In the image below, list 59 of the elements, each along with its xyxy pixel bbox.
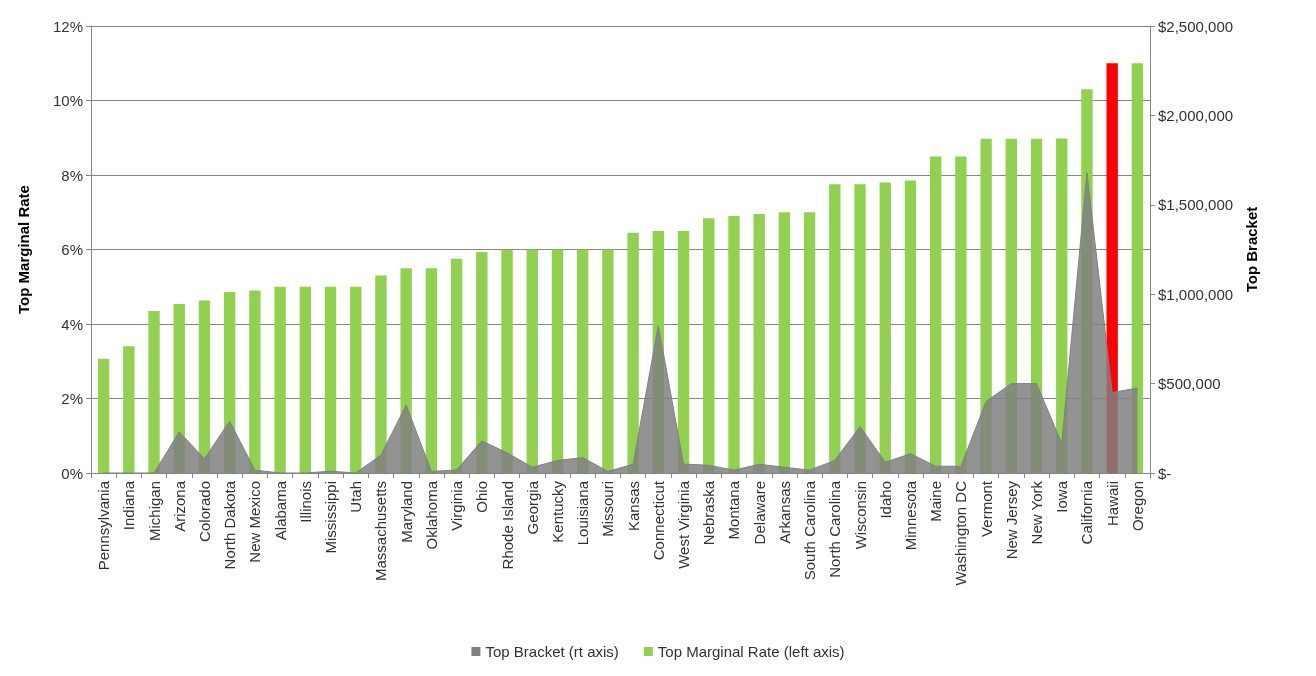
legend-label: Top Marginal Rate (left axis)	[657, 643, 845, 660]
y-axis-title: Top Marginal Rate	[15, 185, 32, 314]
y2-tick-label: $2,000,000	[1158, 106, 1234, 124]
x-tick-label: Iowa	[1053, 480, 1071, 513]
x-tick-label: Delaware	[750, 481, 768, 545]
x-tick-label: Washington DC	[952, 480, 970, 586]
x-tick-label: Oregon	[1128, 481, 1146, 532]
x-tick-label: Pennsylvania	[95, 480, 113, 571]
y2-axis-title: Top Bracket	[1242, 206, 1260, 293]
x-tick-label: North Carolina	[826, 480, 844, 578]
x-tick-label: New York	[1028, 480, 1046, 545]
x-tick-label: Minnesota	[901, 480, 919, 551]
x-tick-label: Oklahoma	[422, 480, 440, 550]
x-tick-label: North Dakota	[221, 480, 239, 570]
x-tick-label: Kentucky	[548, 480, 566, 543]
x-tick-label: Indiana	[120, 480, 138, 531]
x-tick-label: West Virginia	[675, 480, 693, 569]
y-tick-label: 10%	[52, 92, 83, 109]
x-tick-label: Idaho	[876, 481, 894, 519]
x-tick-label: South Carolina	[801, 480, 819, 581]
x-tick-label: Connecticut	[649, 480, 667, 561]
x-tick-label: Maine	[927, 481, 945, 522]
x-tick-label: Michigan	[145, 481, 163, 542]
x-tick-label: California	[1078, 480, 1096, 545]
x-tick-label: Colorado	[195, 481, 213, 542]
x-tick-label: Mississippi	[322, 481, 340, 554]
x-tick-label: Hawaii	[1103, 481, 1121, 527]
y-tick-label: 0%	[61, 464, 83, 482]
x-tick-label: Georgia	[523, 480, 541, 535]
x-tick-label: Wisconsin	[851, 481, 869, 550]
x-tick-label: Missouri	[599, 481, 617, 537]
x-tick-label: New Jersey	[1002, 480, 1020, 560]
legend-label: Top Bracket (rt axis)	[485, 643, 619, 660]
x-tick-label: Arkansas	[775, 481, 793, 544]
x-tick-label: Kansas	[624, 481, 642, 532]
x-tick-label: Maryland	[397, 481, 415, 543]
x-tick-label: Virginia	[448, 480, 466, 531]
x-tick-label: Massachusetts	[372, 481, 390, 582]
x-tick-label: Montana	[725, 480, 743, 540]
y2-tick-label: $2,500,000	[1158, 17, 1234, 35]
x-tick-label: Vermont	[977, 480, 995, 537]
x-tick-label: Louisiana	[574, 480, 592, 546]
y-tick-label: 2%	[61, 390, 83, 407]
y2-tick-label: $-	[1158, 464, 1172, 482]
x-tick-label: Utah	[347, 481, 365, 513]
y-tick-label: 8%	[61, 166, 83, 184]
x-tick-label: Nebraska	[700, 480, 718, 546]
y2-tick-label: $500,000	[1158, 375, 1221, 393]
x-tick-label: Ohio	[473, 481, 491, 513]
y-tick-label: 12%	[52, 17, 83, 35]
y-tick-label: 4%	[61, 315, 83, 333]
y-tick-label: 6%	[61, 241, 83, 258]
x-tick-label: Arizona	[170, 480, 188, 532]
x-tick-label: New Mexico	[246, 481, 264, 563]
y2-tick-label: $1,500,000	[1158, 196, 1234, 214]
x-tick-label: Illinois	[296, 481, 314, 523]
x-tick-label: Alabama	[271, 480, 289, 541]
x-tick-label: Rhode Island	[498, 481, 516, 570]
y2-tick-label: $1,000,000	[1158, 285, 1234, 303]
